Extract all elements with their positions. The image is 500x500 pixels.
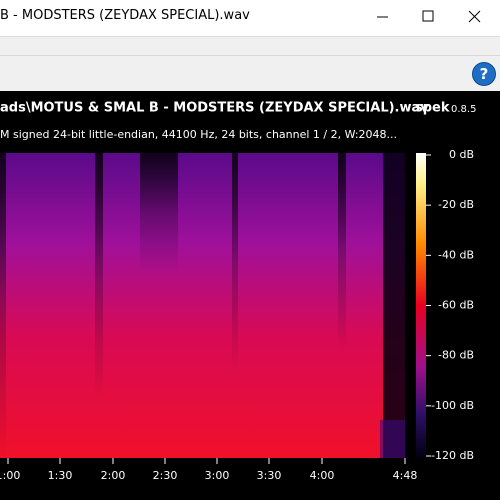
- time-label: 3:30: [257, 469, 282, 482]
- colorbar-labels: 0 dB -20 dB -40 dB -60 dB -80 dB -100 dB -120 …: [426, 148, 474, 462]
- colorbar-label: 0 dB: [449, 148, 474, 161]
- colorbar-label: -80 dB: [438, 349, 474, 362]
- time-label: 3:00: [205, 469, 230, 482]
- window-title: B - MODSTERS (ZEYDAX SPECIAL).wav: [0, 8, 250, 23]
- title-bar: B - MODSTERS (ZEYDAX SPECIAL).wav: [0, 0, 500, 36]
- app-name: spek: [415, 101, 450, 116]
- maximize-button[interactable]: [422, 10, 434, 22]
- help-button[interactable]: ?: [472, 62, 496, 86]
- colorbar-label: -40 dB: [438, 248, 474, 261]
- spectrogram-view: ads\MOTUS & SMAL B - MODSTERS (ZEYDAX SP…: [0, 101, 476, 482]
- toolbar: ?: [0, 36, 500, 91]
- time-axis: 1:00 1:30 2:00 2:30 3:00 3:30 4:00 4:48: [0, 458, 417, 482]
- color-bar: [416, 153, 426, 458]
- spectrogram: [0, 153, 405, 458]
- audio-info: M signed 24-bit little-endian, 44100 Hz,…: [0, 128, 397, 141]
- colorbar-label: -100 dB: [431, 399, 474, 412]
- file-path: ads\MOTUS & SMAL B - MODSTERS (ZEYDAX SP…: [0, 101, 429, 116]
- time-label: 1:00: [0, 469, 20, 482]
- close-button[interactable]: [468, 10, 481, 23]
- window-controls: [377, 10, 481, 23]
- time-label: 2:30: [153, 469, 178, 482]
- colorbar-label: -60 dB: [438, 299, 474, 312]
- colorbar-label: -20 dB: [438, 198, 474, 211]
- separator: [0, 55, 500, 56]
- time-label: 2:00: [101, 469, 126, 482]
- colorbar-label: -120 dB: [431, 449, 474, 462]
- time-label: 1:30: [48, 469, 73, 482]
- time-label: 4:00: [310, 469, 335, 482]
- app-version: 0.8.5: [451, 104, 476, 115]
- time-label: 4:48: [393, 469, 418, 482]
